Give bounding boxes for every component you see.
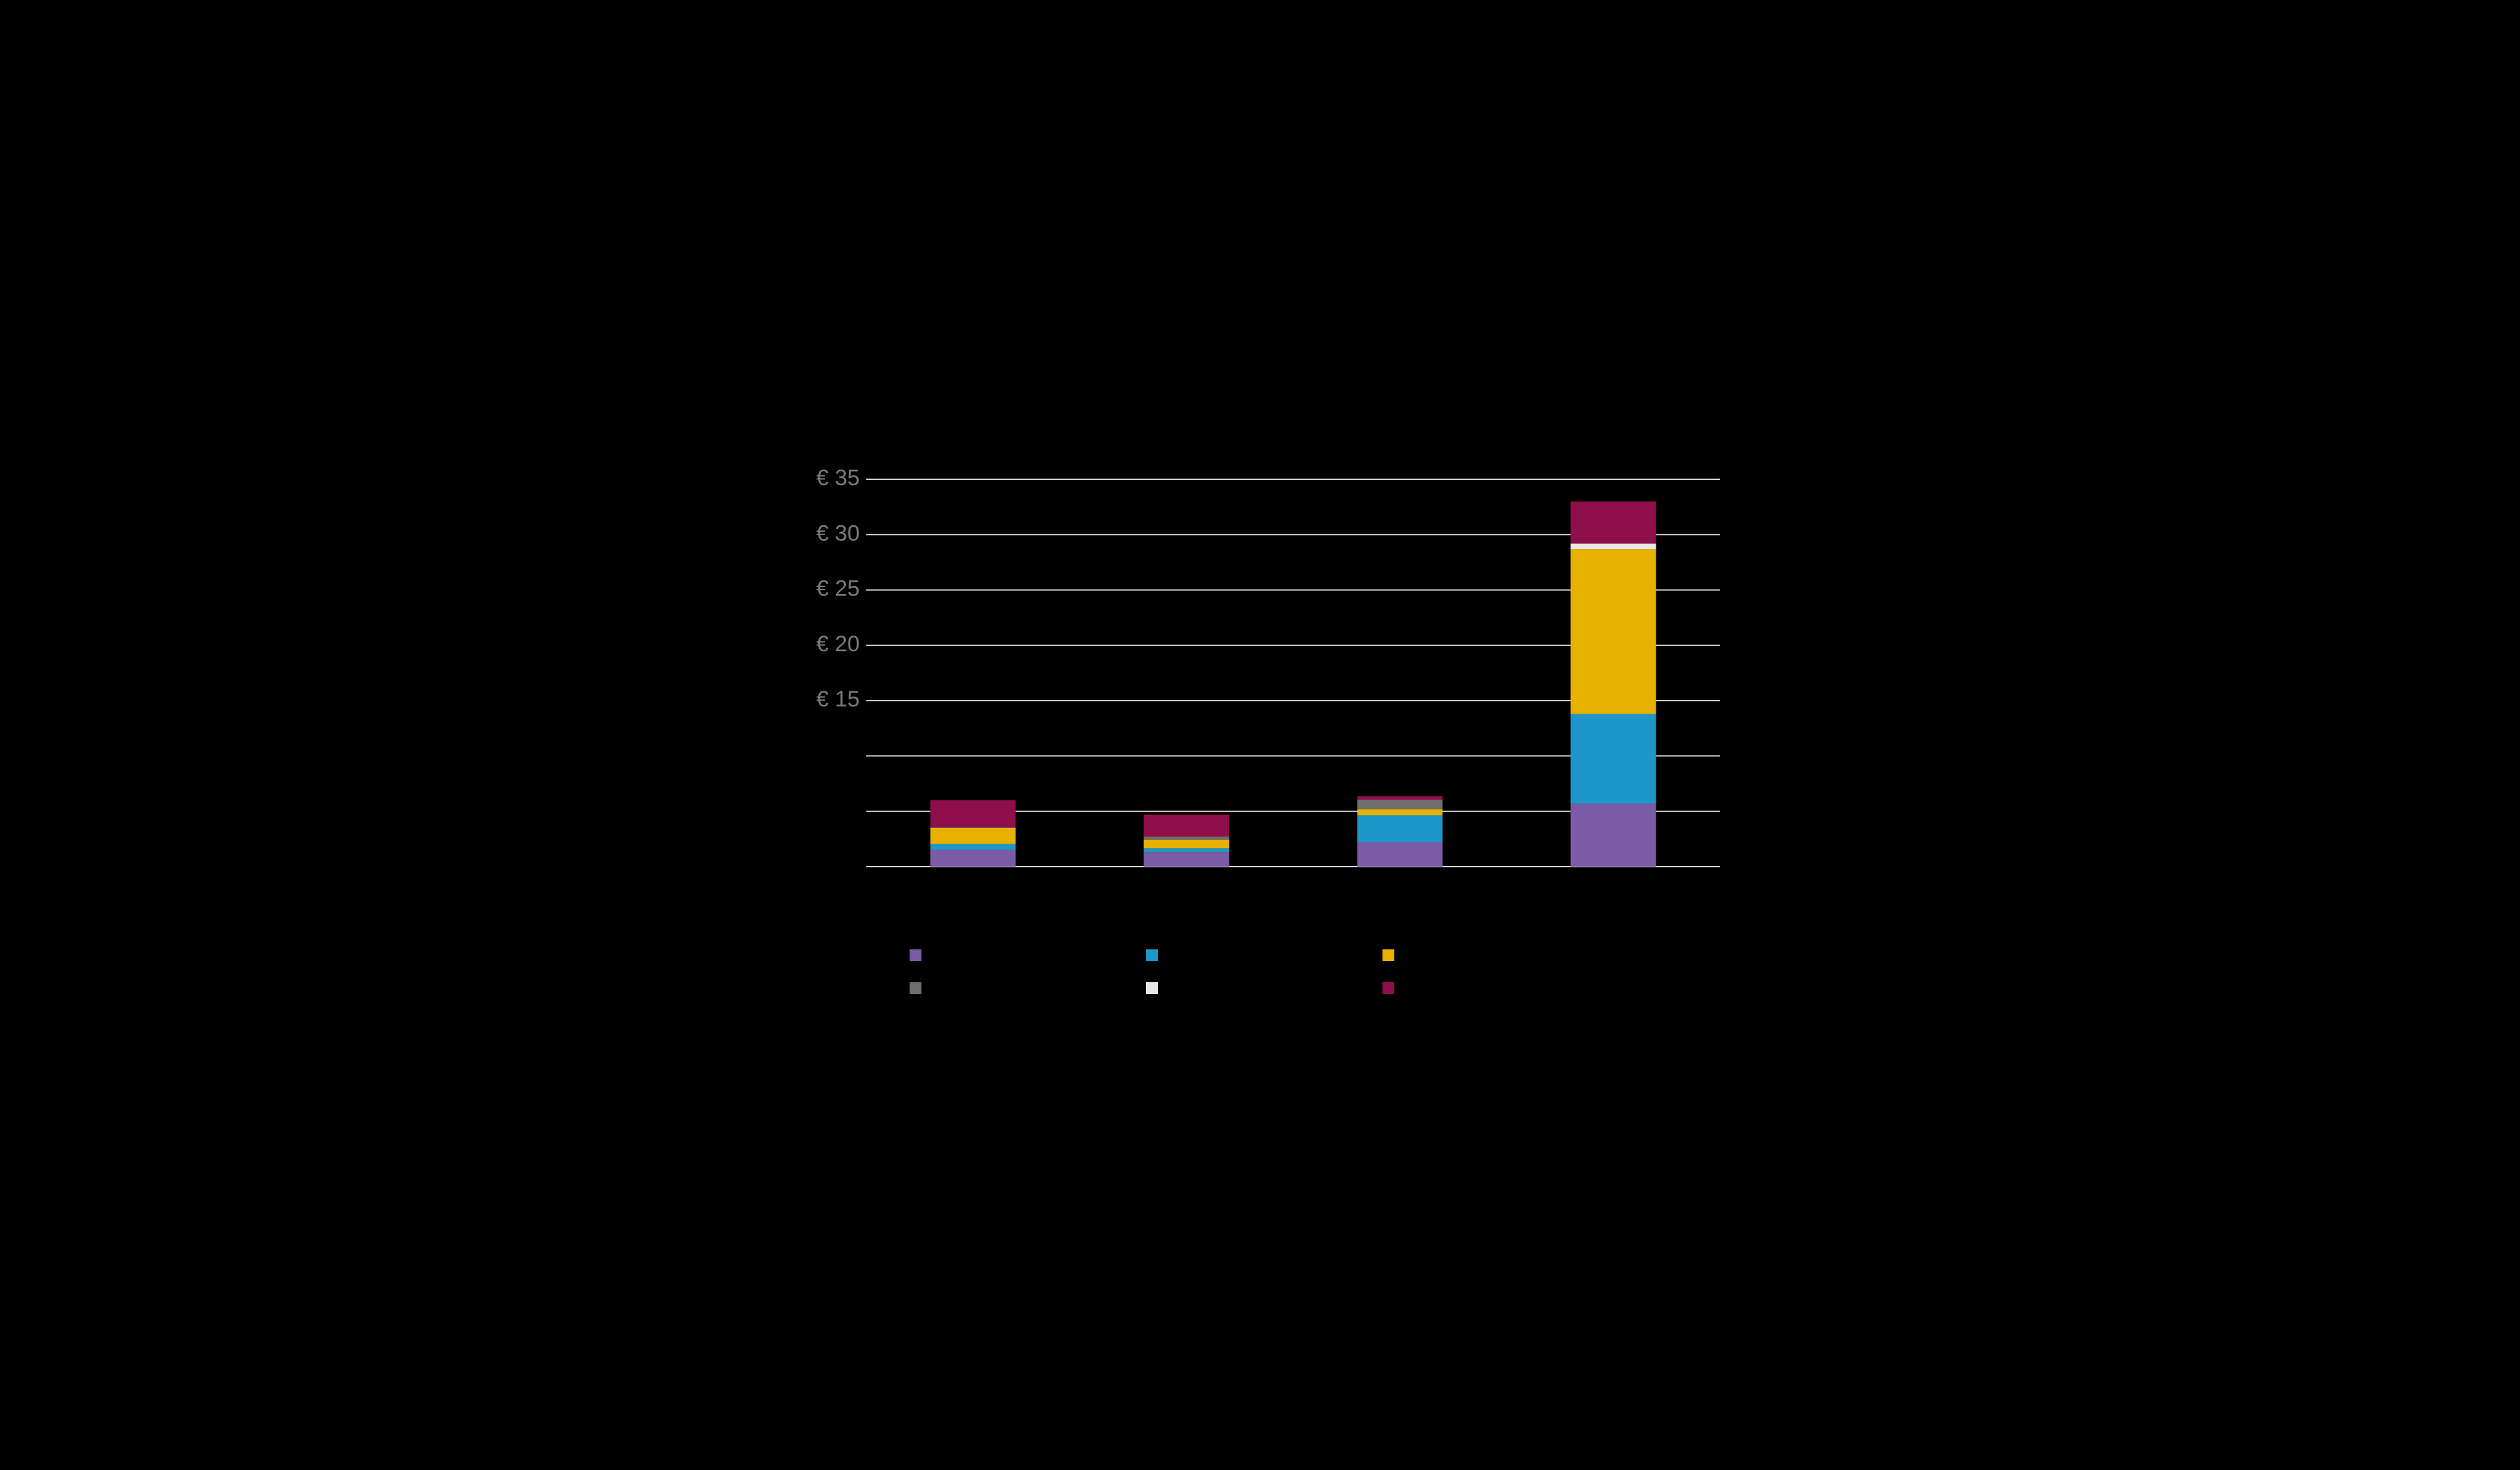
bar-segment	[1357, 809, 1442, 815]
bar-segment	[1570, 803, 1656, 866]
ytick-label: € 15	[816, 687, 859, 712]
legend-swatch	[1382, 982, 1394, 994]
bar-segment	[930, 800, 1015, 827]
bar-segment	[1357, 842, 1442, 866]
bar-segment	[1143, 836, 1229, 839]
bar-segment	[930, 827, 1015, 828]
legend-swatch	[1382, 949, 1394, 961]
legend-swatch	[910, 982, 921, 994]
bar-segment	[1143, 848, 1229, 852]
bar-segment	[1357, 815, 1442, 842]
bar-segment	[930, 828, 1015, 844]
bar-segment	[1143, 852, 1229, 867]
stacked-bar-chart: € 15 € 20 € 25 € 30 € 35	[787, 460, 1733, 1011]
bar-segment	[1143, 839, 1229, 848]
ytick-label: € 20	[816, 631, 859, 656]
bar-segment	[1570, 501, 1656, 543]
bar-segment	[1570, 543, 1656, 548]
chart-svg: € 15 € 20 € 25 € 30 € 35	[787, 460, 1733, 1011]
bar-segment	[1357, 800, 1442, 809]
bar-segment	[1570, 549, 1656, 714]
ytick-label: € 30	[816, 521, 859, 546]
legend-swatch	[910, 949, 921, 961]
bar-segment	[930, 850, 1015, 866]
ytick-label: € 25	[816, 576, 859, 601]
legend	[910, 949, 1394, 994]
y-axis-labels: € 15 € 20 € 25 € 30 € 35	[816, 465, 859, 711]
legend-swatch	[1146, 949, 1158, 961]
bar-segment	[1143, 814, 1229, 836]
bar-segment	[1357, 796, 1442, 799]
legend-swatch	[1146, 982, 1158, 994]
bar-segment	[930, 844, 1015, 850]
ytick-label: € 35	[816, 465, 859, 490]
bar-segment	[1570, 714, 1656, 804]
